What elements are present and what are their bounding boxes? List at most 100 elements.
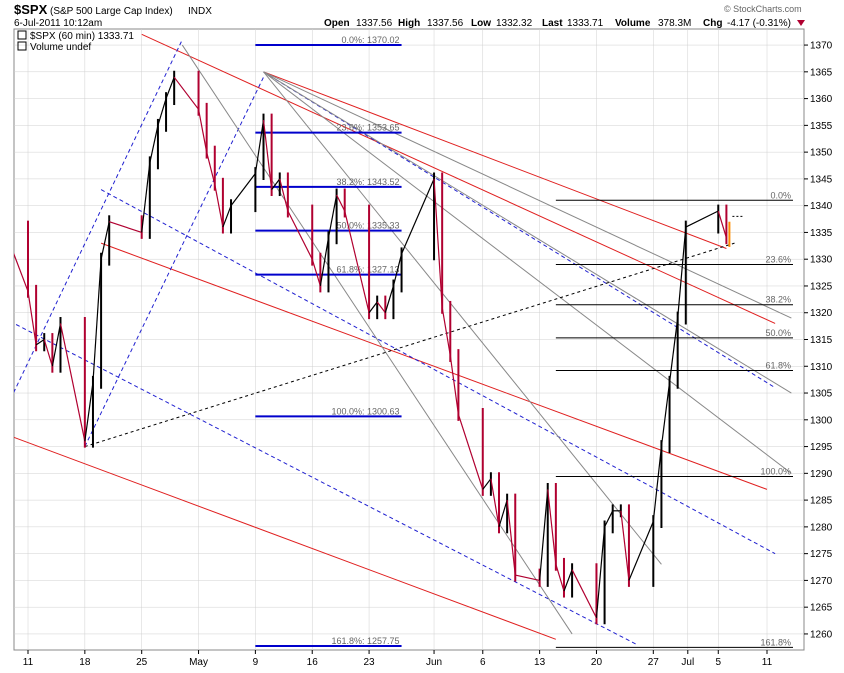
y-tick-label: 1315 — [810, 335, 833, 346]
price-segment — [376, 301, 386, 314]
price-segment — [482, 478, 492, 490]
price-segment — [563, 569, 573, 592]
last-label: Last — [542, 18, 563, 29]
x-tick-label: 23 — [364, 657, 376, 668]
price-segment — [498, 499, 508, 528]
price-segment — [92, 259, 102, 383]
volume-label: Volume — [615, 18, 651, 29]
high-label: High — [398, 18, 420, 29]
chart-name: (S&P 500 Large Cap Index) — [50, 6, 173, 17]
x-tick-label: Jun — [426, 657, 442, 668]
price-segment — [392, 253, 403, 287]
price-segment — [555, 564, 565, 592]
fib-left-label: 61.8%: 1327.13 — [336, 265, 399, 275]
price-segment — [51, 323, 62, 367]
y-tick-label: 1280 — [810, 522, 833, 533]
price-segment — [384, 285, 395, 313]
price-segment — [717, 210, 727, 238]
price-segment — [628, 521, 654, 581]
x-tick-label: 9 — [253, 657, 259, 668]
x-tick-label: 11 — [762, 657, 773, 668]
down-arrow-icon — [797, 20, 805, 26]
low-label: Low — [471, 18, 491, 29]
y-tick-label: 1360 — [810, 94, 833, 105]
low-value: 1332.32 — [496, 18, 533, 29]
trendline-gray — [263, 71, 662, 565]
price-segment — [84, 382, 94, 442]
legend: $SPX (60 min) 1333.71 Volume undef — [17, 30, 134, 53]
price-segment — [197, 109, 208, 153]
chart-date: 6-Jul-2011 10:12am — [14, 18, 102, 29]
open-label: Open — [324, 18, 350, 29]
fib-right-label: 50.0% — [765, 328, 791, 338]
x-tick-label: 18 — [79, 657, 91, 668]
price-segment — [595, 526, 606, 618]
y-tick-label: 1330 — [810, 255, 833, 266]
price-segment — [327, 194, 338, 238]
y-tick-label: 1355 — [810, 121, 833, 132]
trendline-gray — [263, 71, 792, 474]
x-tick-label: May — [189, 657, 208, 668]
x-axis: 11 18 25 May 9 16 23 Jun 6 13 20 27 Jul 5 11 — [23, 650, 773, 668]
x-tick-label: 25 — [136, 657, 148, 668]
price-segment — [336, 194, 346, 212]
price-segment — [368, 301, 378, 314]
fib-left-label: 100.0%: 1300.63 — [331, 406, 399, 416]
price-segment — [441, 307, 451, 356]
y-tick-label: 1320 — [810, 308, 833, 319]
price-segment — [457, 414, 484, 490]
price-segment — [449, 355, 460, 415]
price-segment — [677, 227, 687, 319]
y-tick-label: 1345 — [810, 174, 833, 185]
trendline-blue — [263, 71, 776, 389]
chg-value: -4.17 (-0.31%) — [727, 18, 791, 29]
y-tick-label: 1370 — [810, 41, 833, 52]
x-tick-label: 27 — [648, 657, 660, 668]
fib-right-label: 161.8% — [760, 637, 791, 647]
chart-symbol: $SPX — [14, 2, 48, 17]
price-segment — [685, 210, 719, 228]
price-segment — [157, 98, 167, 126]
fib-left-label: 50.0%: 1335.33 — [336, 221, 399, 231]
price-segment — [230, 173, 256, 207]
fib-right-label: 38.2% — [765, 295, 791, 305]
y-tick-label: 1300 — [810, 415, 833, 426]
price-segment — [279, 178, 289, 212]
price-segment — [254, 119, 265, 174]
chg-label: Chg — [703, 18, 722, 29]
y-tick-label: 1285 — [810, 496, 833, 507]
y-tick-label: 1260 — [810, 629, 833, 640]
x-tick-label: 16 — [307, 657, 319, 668]
y-tick-label: 1290 — [810, 469, 833, 480]
legend-series: $SPX (60 min) 1333.71 — [30, 31, 134, 42]
price-segment — [604, 510, 614, 528]
price-segment — [539, 489, 549, 581]
trendline-blue — [84, 76, 264, 447]
chart-exchange: INDX — [188, 6, 212, 17]
high-value: 1337.56 — [427, 18, 464, 29]
price-segment — [35, 338, 45, 346]
price-segment — [668, 318, 679, 383]
trendline-gray — [263, 71, 792, 319]
last-value: 1333.71 — [567, 18, 604, 29]
open-value: 1337.56 — [356, 18, 393, 29]
trendline-red — [14, 436, 557, 640]
y-tick-label: 1325 — [810, 281, 833, 292]
brand-label: © StockCharts.com — [724, 4, 802, 14]
price-segment — [14, 252, 29, 292]
x-tick-label: 11 — [23, 657, 34, 668]
price-segment — [571, 569, 597, 619]
trendline-blue — [14, 39, 183, 393]
price-segment — [141, 162, 151, 233]
price-segment — [100, 221, 110, 260]
price-segment — [262, 119, 273, 190]
y-tick-label: 1295 — [810, 442, 833, 453]
price-segment — [287, 210, 313, 260]
price-segment — [547, 489, 557, 565]
legend-volume: Volume undef — [30, 42, 91, 53]
y-tick-label: 1335 — [810, 228, 833, 239]
x-tick-label: 6 — [480, 657, 486, 668]
price-segment — [620, 510, 630, 581]
grid — [14, 29, 804, 650]
legend-swatch-series — [17, 30, 27, 40]
